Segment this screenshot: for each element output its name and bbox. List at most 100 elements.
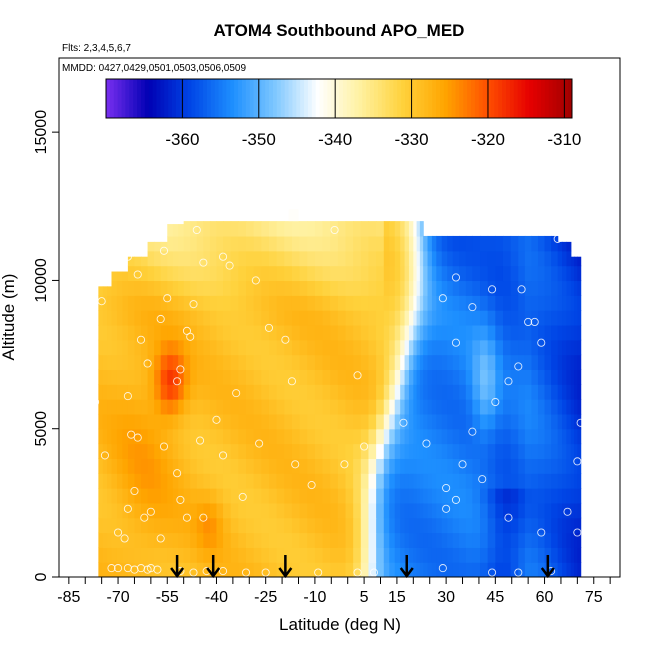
heatmap-cell xyxy=(441,532,448,548)
heatmap-cell xyxy=(98,502,104,519)
heatmap-cell xyxy=(480,369,489,385)
heatmap-cell xyxy=(495,295,504,311)
heatmap-cell xyxy=(307,324,316,341)
colorbar-swatch xyxy=(280,79,286,118)
heatmap-cell xyxy=(441,488,448,504)
heatmap-cell xyxy=(216,324,224,341)
heatmap-cell xyxy=(368,221,377,237)
heatmap-cell xyxy=(98,310,104,326)
heatmap-cell xyxy=(147,413,155,430)
heatmap-cell xyxy=(337,339,347,356)
heatmap-cell xyxy=(459,562,467,577)
heatmap-cell xyxy=(223,488,232,504)
heatmap-cell xyxy=(510,428,519,445)
heatmap-cell xyxy=(284,562,293,577)
heatmap-cell xyxy=(183,295,191,311)
heatmap-cell xyxy=(178,280,185,296)
heatmap-cell xyxy=(172,339,179,356)
heatmap-cell xyxy=(465,413,473,430)
heatmap-cell xyxy=(314,310,324,326)
heatmap-cell xyxy=(544,532,552,548)
chart-subtitle-flights: Flts: 2,3,4,5,6,7 xyxy=(62,43,131,54)
heatmap-cell xyxy=(452,413,460,430)
heatmap-cell xyxy=(127,369,136,385)
heatmap-cell xyxy=(116,271,124,282)
heatmap-cell xyxy=(459,413,467,430)
heatmap-cell xyxy=(345,265,354,282)
heatmap-cell xyxy=(196,547,204,563)
heatmap-cell xyxy=(147,369,155,385)
sample-point xyxy=(451,273,461,282)
heatmap-cell xyxy=(413,473,418,489)
heatmap-cell xyxy=(203,413,211,430)
heatmap-cell xyxy=(413,399,418,415)
heatmap-cell xyxy=(178,413,185,430)
sample-point xyxy=(314,568,323,577)
heatmap-cell xyxy=(459,428,467,445)
heatmap-cell xyxy=(400,221,406,237)
colorbar-swatch xyxy=(331,79,336,118)
heatmap-cell xyxy=(167,502,174,519)
heatmap-cell xyxy=(394,250,401,267)
heatmap-cell xyxy=(431,295,437,311)
heatmap-cell xyxy=(216,354,224,370)
heatmap-cell xyxy=(518,562,526,577)
heatmap-cell xyxy=(518,547,526,563)
heatmap-cell xyxy=(98,295,104,311)
heatmap-cell xyxy=(413,369,418,385)
flight-arrow-head xyxy=(170,567,185,579)
sample-point xyxy=(153,565,162,574)
heatmap-cell xyxy=(107,562,113,577)
heatmap-cell xyxy=(408,547,414,563)
heatmap-cell xyxy=(452,384,460,400)
heatmap-cell xyxy=(337,221,347,237)
heatmap-cell xyxy=(419,517,424,534)
colorbar-swatch xyxy=(195,79,200,118)
heatmap-cell xyxy=(537,339,546,356)
colorbar-swatch xyxy=(109,79,115,118)
heatmap-cell xyxy=(127,295,136,311)
sample-point xyxy=(173,377,182,386)
heatmap-cell xyxy=(203,354,211,370)
heatmap-cell xyxy=(419,324,424,341)
heatmap-cell xyxy=(299,488,308,504)
heatmap-cell xyxy=(268,250,278,267)
heatmap-cell xyxy=(431,428,437,445)
heatmap-cell xyxy=(353,295,362,311)
heatmap-cell xyxy=(116,502,124,519)
heatmap-cell xyxy=(291,473,301,489)
heatmap-cell xyxy=(230,250,239,267)
heatmap-cell xyxy=(299,532,308,548)
heatmap-cell xyxy=(345,413,354,430)
heatmap-cell xyxy=(502,235,512,252)
colorbar-swatch xyxy=(424,79,429,118)
heatmap-cell xyxy=(223,369,232,385)
heatmap-cell xyxy=(557,517,563,534)
heatmap-cell xyxy=(389,354,396,370)
heatmap-cell xyxy=(122,384,129,400)
heatmap-cell xyxy=(230,562,239,577)
heatmap-cell xyxy=(127,265,136,282)
heatmap-cell xyxy=(261,413,270,430)
heatmap-cell xyxy=(330,428,339,445)
x-tick-label: 45 xyxy=(486,589,504,606)
heatmap-cell xyxy=(368,384,377,400)
heatmap-cell xyxy=(502,473,512,489)
heatmap-cell xyxy=(495,547,504,563)
heatmap-cell xyxy=(299,384,308,400)
heatmap-cell xyxy=(261,547,270,563)
heatmap-cell xyxy=(178,532,185,548)
heatmap-cell xyxy=(427,369,433,385)
heatmap-cell xyxy=(238,265,247,282)
heatmap-cell xyxy=(510,473,519,489)
heatmap-cell xyxy=(253,532,262,548)
heatmap-cell xyxy=(441,265,448,282)
heatmap-cell xyxy=(196,369,204,385)
heatmap-cell xyxy=(111,517,118,534)
heatmap-cell xyxy=(368,310,377,326)
heatmap-cell xyxy=(230,384,239,400)
heatmap-cell xyxy=(190,428,198,445)
heatmap-cell xyxy=(345,547,354,563)
heatmap-cell xyxy=(394,235,401,252)
heatmap-cell xyxy=(127,280,136,296)
